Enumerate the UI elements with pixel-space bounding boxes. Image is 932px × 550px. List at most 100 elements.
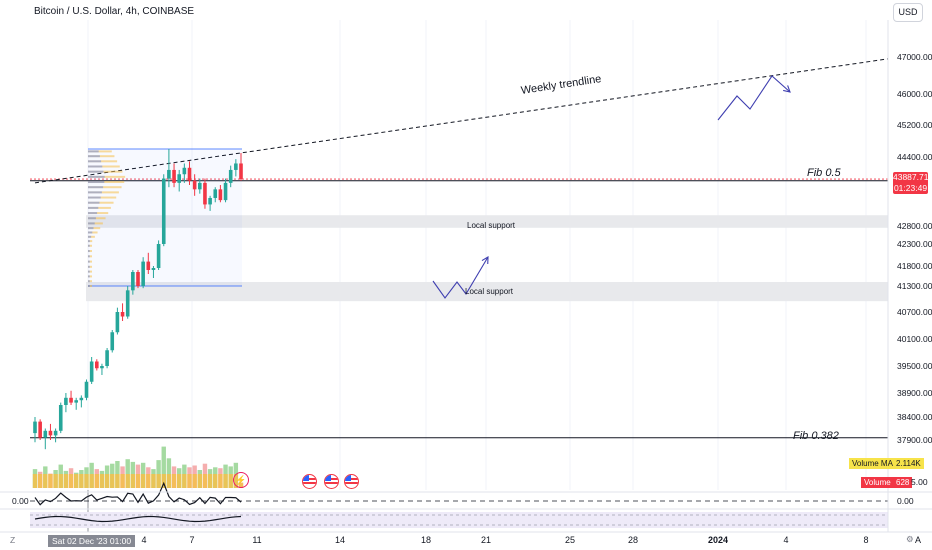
volume-profile-bar [88, 186, 104, 189]
volume-profile-bar [88, 160, 118, 163]
settings-icon[interactable]: ⚙ [906, 534, 914, 544]
volume-bar [161, 446, 166, 488]
price-tick-label: 39500.00 [897, 361, 932, 371]
volume-profile-bar [88, 150, 99, 153]
chart-title: Bitcoin / U.S. Dollar, 4h, COINBASE [34, 6, 195, 17]
candle-body [100, 366, 104, 369]
us-flag-icon[interactable] [344, 474, 359, 489]
volume-ma-fill [37, 474, 43, 488]
time-tick-label: 4 [783, 535, 789, 545]
lightning-icon[interactable]: ⚡ [233, 472, 249, 488]
volume-profile-bar [88, 201, 100, 204]
fib-0382-label: Fib 0.382 [793, 430, 839, 442]
price-tick-label: 37900.00 [897, 435, 932, 445]
candle-body [187, 167, 192, 181]
candle-body [182, 167, 187, 175]
support-zone [86, 282, 888, 302]
price-tick-label: 38400.00 [897, 412, 932, 422]
volume-ma-fill [156, 474, 161, 488]
volume-ma-label: Volume MA [849, 458, 896, 469]
time-tick-label: 14 [334, 535, 346, 545]
us-flag-icon[interactable] [324, 474, 339, 489]
volume-profile-bar [88, 231, 93, 234]
current-price-tag: 43887.71 01:23:49 [893, 172, 928, 194]
volume-bar [125, 459, 130, 488]
volume-profile-bar [88, 270, 90, 273]
projection-arrow-lower-head [481, 256, 489, 265]
candle-body [79, 397, 84, 401]
volume-ma-fill [177, 474, 182, 488]
candle-body [234, 163, 238, 170]
candle-body [208, 197, 212, 205]
projection-arrow-upper [717, 75, 791, 121]
price-countdown: 01:23:49 [893, 183, 928, 193]
time-tick-label: 11 [252, 535, 262, 545]
volume-ma-fill [110, 474, 115, 488]
volume-profile-bar [88, 170, 104, 173]
candle-body [192, 180, 197, 190]
candle-body [89, 361, 94, 382]
volume-profile-bar [88, 175, 105, 178]
candle-body [69, 397, 73, 403]
volume-profile-bar [88, 150, 112, 153]
volume-profile-bar [88, 260, 92, 263]
oscillator-line [34, 481, 242, 506]
volume-ma-fill [207, 474, 213, 488]
volume-profile-bar [88, 280, 90, 283]
volume-ma-fill [202, 474, 208, 488]
us-flag-icon[interactable] [302, 474, 317, 489]
volume-ma-fill [223, 474, 228, 488]
price-tick-label: 46000.00 [897, 89, 932, 99]
volume-ma-fill [120, 474, 125, 488]
volume-profile-bar [88, 191, 119, 194]
volume-ma-fill [99, 474, 105, 488]
volume-ma-fill [74, 474, 79, 488]
fib-05-label: Fib 0.5 [807, 167, 841, 179]
time-tick-label: 28 [627, 535, 639, 545]
candle-body [131, 272, 135, 291]
candle-body [156, 244, 161, 268]
volume-bar [166, 458, 172, 488]
volume-ma-fill [171, 474, 177, 488]
volume-profile-bar [88, 235, 92, 238]
time-tick-label: 4 [141, 535, 147, 545]
weekly-trendline [34, 58, 889, 184]
support-zone [86, 215, 888, 228]
volume-ma-fill [84, 474, 89, 488]
projection-arrow-upper-head [783, 85, 791, 93]
volume-ma-fill [140, 474, 146, 488]
price-tick-label: 40100.00 [897, 334, 932, 344]
volume-ma-fill [94, 474, 99, 488]
volume-scale-value: 5.00 [911, 477, 928, 487]
candle-body [58, 405, 63, 431]
volume-ma-fill [187, 474, 192, 488]
candle-body [223, 182, 228, 201]
hover-date-tag: Sat 02 Dec '23 01:00 [48, 535, 136, 547]
volume-ma-fill [63, 474, 69, 488]
volume-profile-bar [88, 227, 94, 230]
volume-profile-bar [88, 201, 114, 204]
volume-ma-fill [125, 474, 130, 488]
volume-profile-bar [88, 260, 90, 263]
volume-ma-fill [218, 474, 223, 488]
volume-profile-bar [88, 206, 111, 209]
volume-profile-bar [88, 217, 96, 220]
currency-button[interactable]: USD [893, 3, 923, 22]
zoom-icon[interactable]: Z [10, 535, 16, 545]
volume-ma-fill [68, 474, 74, 488]
price-tick-label: 40700.00 [897, 307, 932, 317]
price-tick-label: 38900.00 [897, 388, 932, 398]
projection-arrow-lower [432, 256, 489, 299]
volume-ma-value: 2.114K [893, 458, 924, 469]
volume-profile-bar [88, 191, 102, 194]
time-tick-label: 7 [189, 535, 195, 545]
volume-profile-bar [88, 222, 95, 225]
price-tick-label: 42800.00 [897, 221, 932, 231]
time-tick-label: 8 [863, 535, 869, 545]
volume-profile-bar [88, 175, 126, 178]
volume-ma-fill [166, 474, 172, 488]
volume-ma-fill [192, 474, 197, 488]
volume-ma-fill [135, 474, 141, 488]
price-tick-label: 41800.00 [897, 261, 932, 271]
